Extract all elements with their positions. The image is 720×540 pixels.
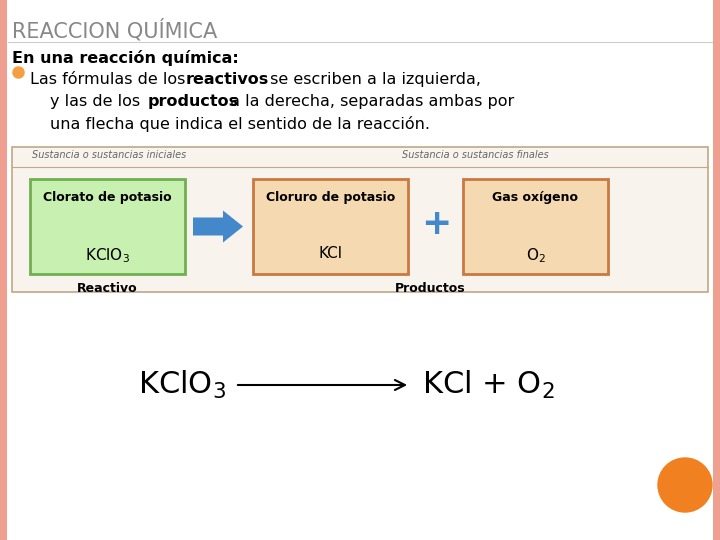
Text: En una reacción química:: En una reacción química: [12, 50, 239, 66]
Text: y las de los: y las de los [50, 94, 145, 109]
FancyBboxPatch shape [713, 0, 720, 540]
Text: KCl: KCl [318, 246, 343, 261]
Polygon shape [193, 211, 243, 242]
Text: O$_2$: O$_2$ [526, 246, 546, 265]
Text: a la derecha, separadas ambas por: a la derecha, separadas ambas por [225, 94, 514, 109]
FancyBboxPatch shape [0, 0, 7, 540]
Text: Reactivo: Reactivo [77, 282, 138, 295]
FancyBboxPatch shape [30, 179, 185, 274]
FancyArrowPatch shape [238, 380, 405, 390]
FancyBboxPatch shape [12, 147, 708, 292]
Circle shape [658, 458, 712, 512]
Text: Cloruro de potasio: Cloruro de potasio [266, 191, 395, 204]
Text: Sustancia o sustancias finales: Sustancia o sustancias finales [402, 150, 549, 160]
Text: KClO$_3$: KClO$_3$ [85, 246, 130, 265]
Text: una flecha que indica el sentido de la reacción.: una flecha que indica el sentido de la r… [50, 116, 430, 132]
FancyBboxPatch shape [253, 179, 408, 274]
Text: +: + [420, 207, 451, 241]
Text: Gas oxígeno: Gas oxígeno [492, 191, 578, 204]
Text: Las fórmulas de los: Las fórmulas de los [30, 72, 191, 87]
Text: Productos: Productos [395, 282, 466, 295]
Text: REACCION QUÍMICA: REACCION QUÍMICA [12, 19, 217, 42]
Text: se escriben a la izquierda,: se escriben a la izquierda, [265, 72, 481, 87]
Text: Sustancia o sustancias iniciales: Sustancia o sustancias iniciales [32, 150, 186, 160]
Text: productos: productos [148, 94, 239, 109]
Text: KClO$_3$: KClO$_3$ [138, 369, 226, 401]
FancyBboxPatch shape [463, 179, 608, 274]
Text: KCl + O$_2$: KCl + O$_2$ [422, 369, 554, 401]
Text: Clorato de potasio: Clorato de potasio [43, 191, 172, 204]
Text: reactivos: reactivos [186, 72, 269, 87]
